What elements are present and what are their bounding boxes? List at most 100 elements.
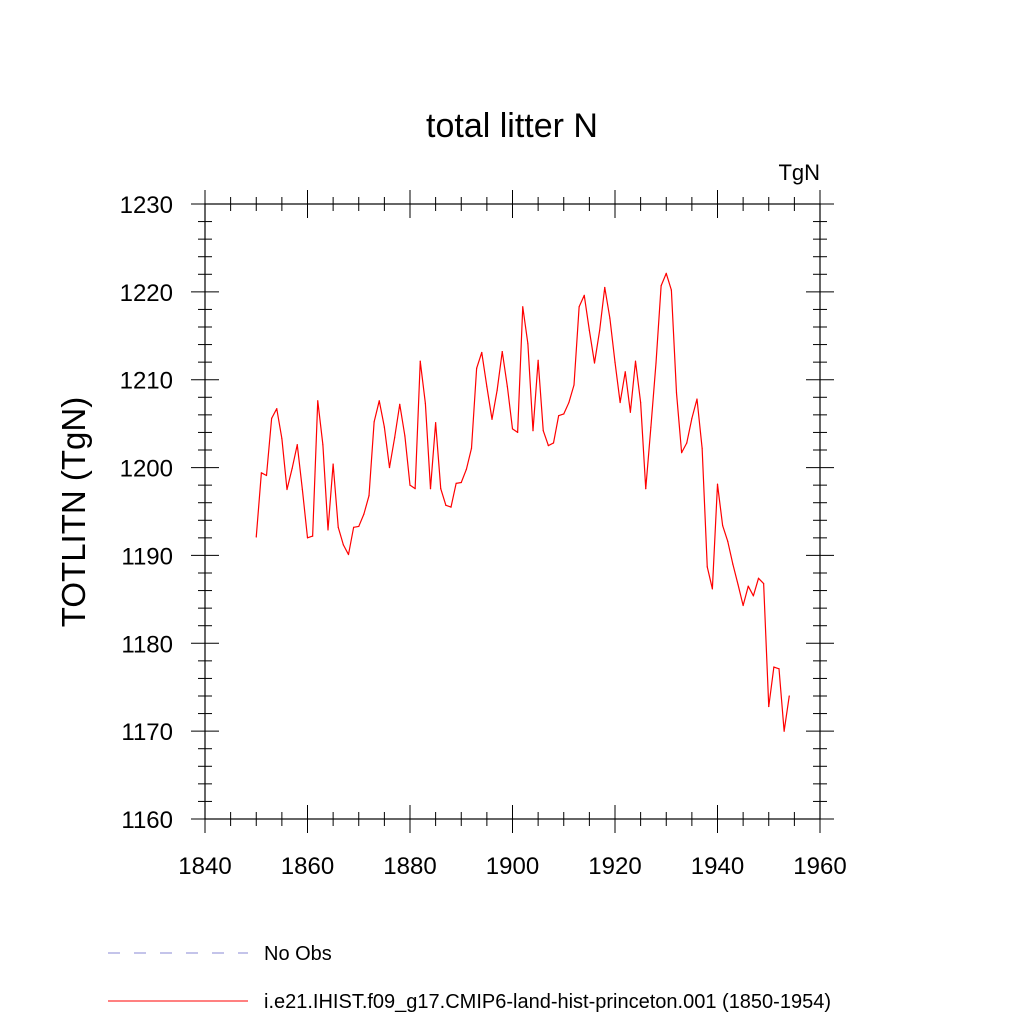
data-point <box>783 730 785 732</box>
data-point <box>527 343 529 345</box>
data-point <box>650 426 652 428</box>
data-point <box>619 401 621 404</box>
data-point <box>757 577 760 579</box>
x-tick-label: 1900 <box>486 853 539 880</box>
data-point <box>373 421 375 423</box>
data-point <box>476 367 478 369</box>
data-point <box>460 481 462 484</box>
data-point <box>465 468 467 470</box>
data-point <box>696 398 698 400</box>
data-point <box>675 392 678 394</box>
data-point <box>455 482 457 484</box>
data-point <box>716 483 719 485</box>
data-point <box>634 360 637 362</box>
data-point <box>424 402 426 405</box>
data-point <box>511 428 514 430</box>
data-point <box>537 359 539 361</box>
y-axis-tick-labels: 1160 1170 1180 1190 1200 1210 1220 1230 <box>120 192 173 834</box>
y-axis-label: TOTLITN (TgN) <box>55 397 92 627</box>
data-point <box>665 272 667 275</box>
data-point <box>773 666 775 668</box>
data-point <box>547 445 549 447</box>
data-point <box>260 472 262 474</box>
x-tick-label: 1860 <box>281 853 334 880</box>
data-point <box>629 411 631 413</box>
data-point <box>470 447 473 449</box>
y-tick-label: 1160 <box>121 807 173 834</box>
data-point <box>522 306 524 308</box>
data-point <box>491 418 493 420</box>
data-point <box>383 426 385 428</box>
data-point <box>552 442 555 444</box>
data-point <box>347 553 350 556</box>
data-point <box>276 408 278 410</box>
data-point <box>686 442 688 444</box>
data-point <box>327 529 329 531</box>
data-point <box>342 544 344 546</box>
data-point <box>317 400 319 402</box>
data-point <box>445 504 447 506</box>
data-point <box>404 435 406 437</box>
data-point <box>568 401 570 404</box>
data-point <box>291 467 293 470</box>
data-point <box>358 525 360 528</box>
plot-frame <box>204 203 821 820</box>
data-point <box>640 401 642 404</box>
data-point <box>363 513 365 515</box>
x-tick-label: 1940 <box>691 853 744 880</box>
data-point <box>394 437 396 439</box>
data-point <box>578 306 580 308</box>
data-point <box>737 583 739 586</box>
data-point <box>486 386 488 388</box>
data-point <box>388 466 391 469</box>
data-point <box>481 351 483 354</box>
data-point <box>506 386 508 388</box>
x-tick-label: 1880 <box>383 853 436 880</box>
y-tick-label: 1180 <box>121 631 173 658</box>
data-point <box>378 400 380 402</box>
legend-label: i.e21.IHIST.f09_g17.CMIP6-land-hist-prin… <box>264 991 831 1013</box>
data-point <box>532 430 534 432</box>
y-tick-label: 1170 <box>121 719 173 746</box>
data-point <box>593 362 596 364</box>
data-point <box>573 384 575 386</box>
data-point <box>588 329 590 332</box>
x-tick-label: 1960 <box>793 853 846 880</box>
data-point <box>691 417 693 419</box>
data-point <box>435 422 437 424</box>
data-point <box>265 474 268 477</box>
data-point <box>609 317 611 319</box>
data-point <box>542 430 544 432</box>
data-point <box>332 463 334 465</box>
data-point <box>604 286 606 289</box>
data-point <box>255 536 257 538</box>
y-tick-label: 1230 <box>120 192 173 219</box>
data-point <box>727 540 729 542</box>
data-point <box>322 444 324 446</box>
x-axis-tick-labels: 1840 1860 1880 1900 1920 1940 1960 <box>178 853 846 880</box>
data-point <box>742 604 744 607</box>
x-tick-label: 1920 <box>588 853 641 880</box>
data-point <box>670 289 672 291</box>
data-point <box>701 447 703 449</box>
data-point <box>414 488 416 490</box>
data-point <box>419 360 421 362</box>
data-point <box>429 488 432 490</box>
data-point <box>660 285 662 287</box>
data-point <box>563 413 565 415</box>
data-point <box>501 351 503 353</box>
data-point <box>722 524 724 527</box>
data-point <box>711 588 713 590</box>
x-tick-label: 1840 <box>178 853 231 880</box>
data-point <box>778 668 780 670</box>
data-point <box>681 452 683 454</box>
data-point <box>517 431 519 434</box>
data-point <box>614 361 616 363</box>
y-tick-label: 1190 <box>121 543 173 570</box>
data-point <box>655 362 657 364</box>
data-point <box>763 582 765 585</box>
data-point <box>271 417 273 419</box>
y-tick-label: 1210 <box>120 368 173 395</box>
data-point <box>286 488 288 491</box>
